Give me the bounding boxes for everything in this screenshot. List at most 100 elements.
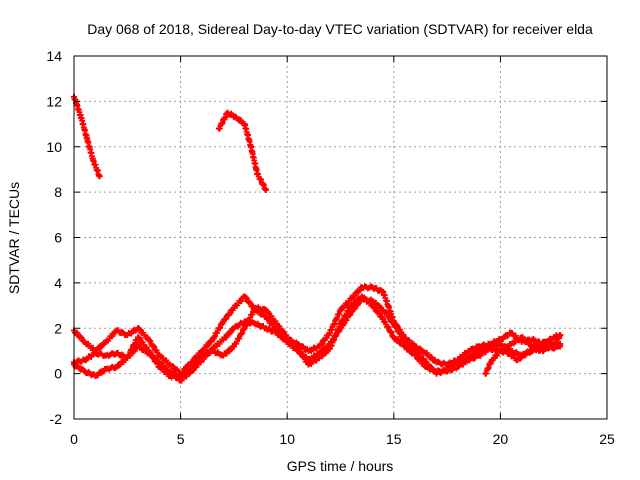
- data-point: [557, 332, 564, 339]
- data-point: [557, 343, 564, 350]
- data-point: [497, 347, 504, 354]
- data-point: [433, 359, 440, 366]
- data-point: [233, 114, 240, 121]
- data-point: [284, 334, 291, 341]
- data-point: [145, 347, 152, 354]
- data-point: [316, 354, 323, 361]
- data-point: [508, 329, 515, 336]
- data-point: [380, 307, 387, 314]
- data-point: [262, 186, 269, 193]
- data-point: [316, 343, 323, 350]
- data-point: [433, 368, 440, 375]
- data-point: [529, 336, 536, 343]
- data-point: [337, 307, 344, 314]
- y-tick-label: 2: [54, 320, 62, 336]
- y-tick-label: 10: [46, 139, 62, 155]
- data-point: [380, 316, 387, 323]
- data-point: [505, 350, 512, 357]
- data-point: [401, 343, 408, 350]
- data-series: [71, 93, 564, 384]
- data-point: [465, 357, 472, 364]
- data-point: [92, 350, 99, 357]
- data-point: [166, 361, 173, 368]
- data-point: [209, 336, 216, 343]
- data-point: [188, 366, 195, 373]
- data-point: [81, 368, 88, 375]
- data-point: [241, 121, 248, 128]
- data-point: [305, 361, 312, 368]
- data-point: [92, 372, 99, 379]
- y-tick-label: 0: [54, 366, 62, 382]
- axis-ticks: 0 5 10 15 20 25 -2 0 2 4 6 8 10 12 14: [46, 48, 615, 447]
- data-point: [326, 345, 333, 352]
- y-tick-label: -2: [50, 411, 63, 427]
- data-point: [273, 320, 280, 327]
- data-point: [230, 343, 237, 350]
- data-point: [522, 350, 529, 357]
- x-tick-label: 15: [386, 431, 402, 447]
- y-tick-label: 14: [46, 48, 62, 64]
- data-point: [380, 288, 387, 295]
- data-point: [358, 293, 365, 300]
- data-point: [77, 111, 84, 118]
- data-point: [230, 325, 237, 332]
- data-point: [476, 352, 483, 359]
- data-point: [81, 338, 88, 345]
- series-track-f: [482, 340, 564, 377]
- data-point: [488, 357, 495, 364]
- data-point: [113, 363, 120, 370]
- data-point: [134, 334, 141, 341]
- data-point: [224, 109, 231, 116]
- data-point: [262, 325, 269, 332]
- data-point: [390, 320, 397, 327]
- data-point: [252, 304, 259, 311]
- data-point: [497, 341, 504, 348]
- data-point: [482, 370, 489, 377]
- x-tick-label: 25: [599, 431, 615, 447]
- x-tick-label: 10: [279, 431, 295, 447]
- x-tick-label: 20: [493, 431, 509, 447]
- data-point: [294, 345, 301, 352]
- y-tick-label: 6: [54, 230, 62, 246]
- data-point: [422, 363, 429, 370]
- data-point: [548, 341, 555, 348]
- data-point: [514, 357, 521, 364]
- data-point: [156, 363, 163, 370]
- chart-title: Day 068 of 2018, Sidereal Day-to-day VTE…: [87, 21, 593, 37]
- data-point: [241, 325, 248, 332]
- data-point: [177, 375, 184, 382]
- data-point: [326, 329, 333, 336]
- data-point: [124, 332, 131, 339]
- data-point: [540, 338, 547, 345]
- data-point: [247, 143, 254, 150]
- series-track-b: [215, 109, 269, 193]
- data-point: [145, 336, 152, 343]
- data-point: [102, 338, 109, 345]
- data-point: [262, 307, 269, 314]
- data-point: [412, 352, 419, 359]
- data-point: [220, 318, 227, 325]
- data-point: [102, 366, 109, 373]
- data-point: [134, 325, 141, 332]
- data-point: [90, 157, 97, 164]
- data-point: [113, 327, 120, 334]
- y-tick-label: 4: [54, 275, 62, 291]
- data-point: [220, 336, 227, 343]
- data-point: [102, 352, 109, 359]
- data-point: [156, 352, 163, 359]
- data-point: [198, 352, 205, 359]
- x-tick-label: 5: [177, 431, 185, 447]
- data-point: [369, 302, 376, 309]
- data-point: [390, 334, 397, 341]
- data-point: [422, 350, 429, 357]
- data-point: [254, 170, 261, 177]
- x-axis-label: GPS time / hours: [287, 458, 394, 474]
- data-point: [508, 341, 515, 348]
- data-point: [273, 329, 280, 336]
- data-point: [209, 347, 216, 354]
- data-point: [81, 357, 88, 364]
- data-point: [518, 334, 525, 341]
- y-tick-label: 12: [46, 93, 62, 109]
